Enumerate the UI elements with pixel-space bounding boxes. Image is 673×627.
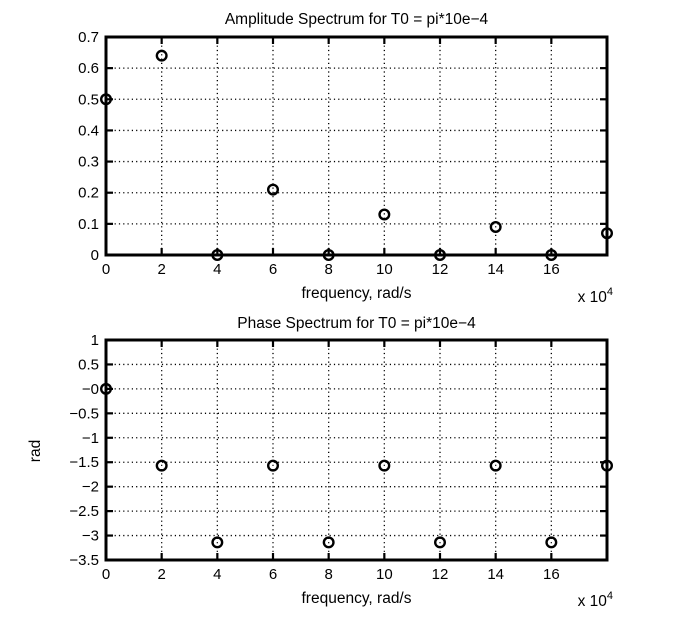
x-tick-label: 12 xyxy=(432,566,449,583)
y-tick-label: −2.5 xyxy=(69,503,99,520)
data-point xyxy=(155,459,168,472)
x-tick-label: 2 xyxy=(157,261,165,278)
data-point xyxy=(434,248,447,261)
y-tick-label: −2 xyxy=(82,479,99,496)
axes-frame xyxy=(104,35,609,257)
plot-1: 0 2 4 6 8 10 12 14 16 1 0.5 −0 −0.5 −1 −1.5 −2 −2.5 −3 −3.… xyxy=(69,332,614,583)
y-tick-label: 0.6 xyxy=(78,60,99,77)
data-point xyxy=(211,248,224,261)
x-tick-label: 16 xyxy=(543,261,560,278)
y-tick-label: 1 xyxy=(91,332,99,349)
x-tick-label: 10 xyxy=(376,566,393,583)
y-tick-label: −1.5 xyxy=(69,454,99,471)
y-tick-label: 0.7 xyxy=(78,29,99,46)
data-point xyxy=(601,459,614,472)
data-point xyxy=(322,536,335,549)
y-tick-label: 0.1 xyxy=(78,216,99,233)
multiplier-base: x 10 xyxy=(578,593,608,610)
amplitude-plot-title: Amplitude Spectrum for T0 = pi*10e−4 xyxy=(225,11,489,28)
y-tick-label: 0.2 xyxy=(78,185,99,202)
x-tick-label: 14 xyxy=(487,566,504,583)
x-tick-label: 4 xyxy=(213,566,221,583)
x-tick-label: 8 xyxy=(324,261,332,278)
multiplier-exponent: 4 xyxy=(607,286,613,298)
x-tick-label: 10 xyxy=(376,261,393,278)
y-tick-label: −1 xyxy=(82,430,99,447)
plot-0: 0 2 4 6 8 10 12 14 16 0 0.1 0.2 0.3 0.4 0.5 0.6 0.7 xyxy=(78,29,614,278)
data-point xyxy=(322,248,335,261)
data-point xyxy=(267,459,280,472)
x-tick-label: 4 xyxy=(213,261,221,278)
data-point xyxy=(378,208,391,221)
amplitude-x-multiplier-label: x 104 xyxy=(578,286,613,306)
x-tick-label: 16 xyxy=(543,566,560,583)
x-tick-label: 0 xyxy=(102,566,110,583)
y-tick-label: 0.5 xyxy=(78,356,99,373)
y-tick-label: 0.5 xyxy=(78,91,99,108)
data-point xyxy=(211,536,224,549)
x-tick-label: 0 xyxy=(102,261,110,278)
amplitude-xaxis-label: frequency, rad/s xyxy=(302,285,412,302)
y-tick-label: 0.4 xyxy=(78,122,99,139)
y-tick-label: −0 xyxy=(82,381,99,398)
data-point xyxy=(601,227,614,240)
data-point xyxy=(155,49,168,62)
data-point xyxy=(434,536,447,549)
phase-yaxis-label: rad xyxy=(27,440,44,462)
y-tick-label: −3.5 xyxy=(69,552,99,569)
x-tick-label: 14 xyxy=(487,261,504,278)
x-tick-label: 12 xyxy=(432,261,449,278)
x-tick-label: 2 xyxy=(157,566,165,583)
y-tick-label: −3 xyxy=(82,528,99,545)
y-tick-label: 0 xyxy=(91,247,99,264)
x-tick-label: 6 xyxy=(269,261,277,278)
phase-plot-title: Phase Spectrum for T0 = pi*10e−4 xyxy=(237,315,476,332)
data-point xyxy=(545,248,558,261)
multiplier-exponent: 4 xyxy=(607,590,613,602)
x-tick-label: 6 xyxy=(269,566,277,583)
data-point xyxy=(99,382,112,395)
data-point xyxy=(267,183,280,196)
axes-frame xyxy=(104,338,609,562)
data-point xyxy=(99,93,112,106)
data-point xyxy=(378,459,391,472)
x-tick-label: 8 xyxy=(324,566,332,583)
y-tick-label: 0.3 xyxy=(78,154,99,171)
multiplier-base: x 10 xyxy=(578,289,608,306)
data-point xyxy=(489,220,502,233)
phase-xaxis-label: frequency, rad/s xyxy=(302,590,412,607)
phase-x-multiplier-label: x 104 xyxy=(578,590,613,610)
data-point xyxy=(489,459,502,472)
data-point xyxy=(545,536,558,549)
y-tick-label: −0.5 xyxy=(69,405,99,422)
